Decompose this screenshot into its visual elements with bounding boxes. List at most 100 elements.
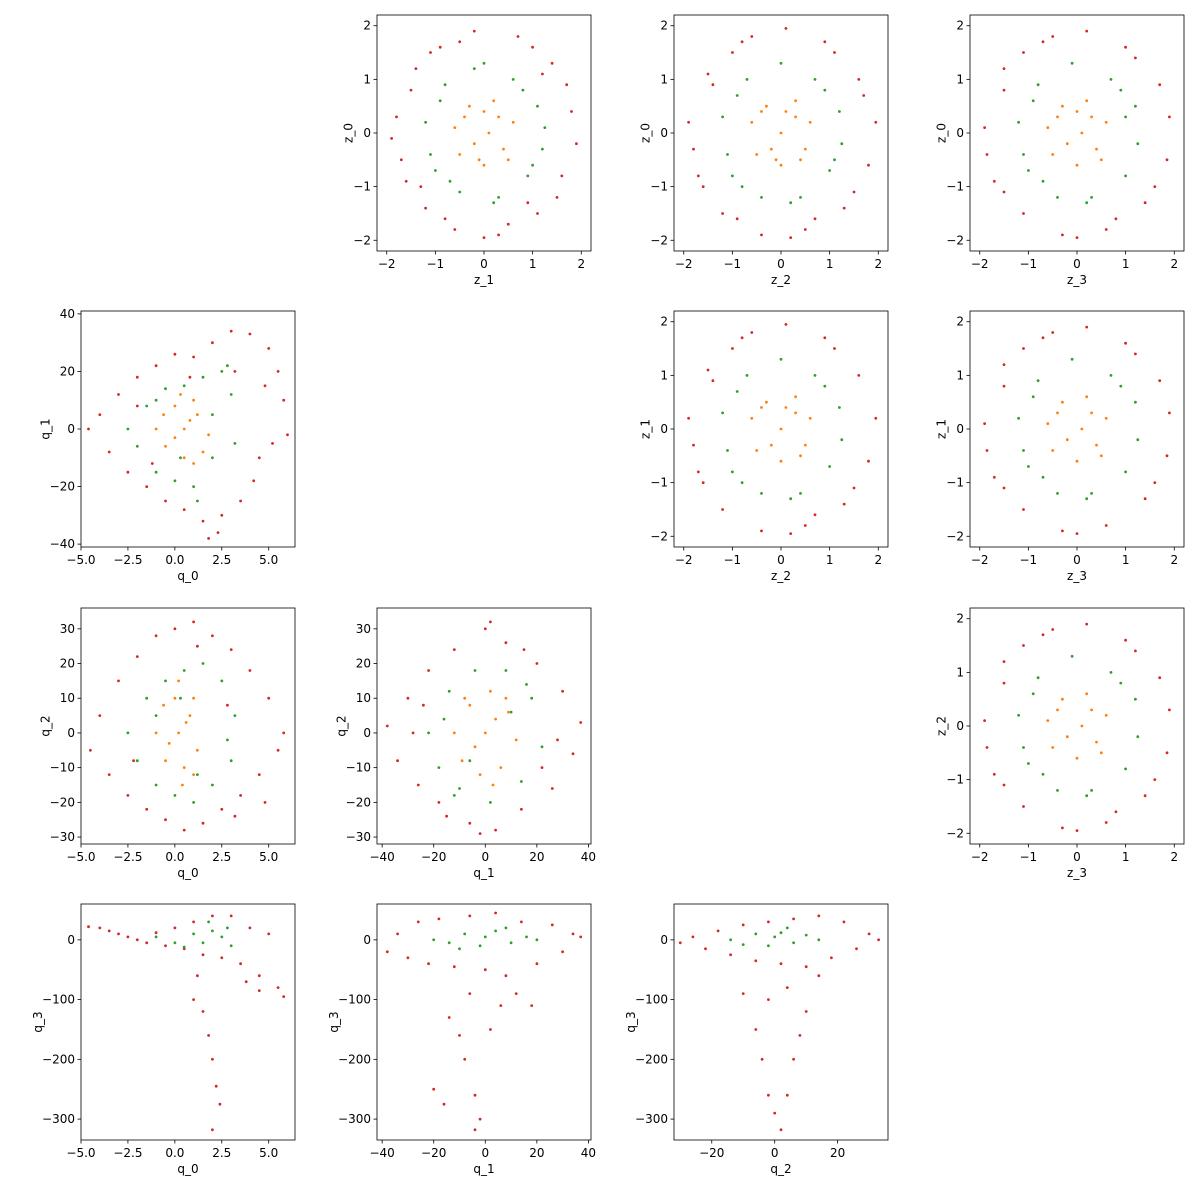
scatter-point [1051, 153, 1055, 156]
scatter-point [468, 821, 472, 825]
scatter-point [1027, 762, 1030, 765]
scatter-point [483, 627, 487, 631]
scatter-point [541, 72, 544, 76]
scatter-point [482, 61, 486, 65]
y-axis-label: z_0 [639, 123, 653, 143]
scatter-point [1070, 357, 1074, 361]
scatter-point [414, 67, 418, 70]
scatter-point [813, 78, 817, 81]
scatter-point [1041, 336, 1045, 340]
scatter-point [1085, 325, 1089, 329]
scatter-point [135, 938, 139, 942]
scatter-point [192, 355, 196, 359]
scatter-point [1085, 497, 1089, 501]
scatter-point [1085, 794, 1089, 798]
scatter-point [1017, 416, 1020, 420]
scatter-point [842, 920, 846, 924]
scatter-point [154, 714, 158, 717]
scatter-point [823, 88, 827, 92]
scatter-point [1046, 422, 1050, 425]
scatter-points [87, 914, 286, 1132]
scatter-point [229, 914, 233, 918]
scatter-point [1134, 649, 1137, 653]
scatter-point [1065, 438, 1069, 442]
y-tick-label: 0 [956, 719, 964, 733]
scatter-point [201, 953, 205, 957]
scatter-point [1119, 681, 1123, 685]
x-tick-label: −2 [675, 553, 693, 567]
scatter-point [135, 404, 139, 408]
scatter-point [525, 683, 528, 686]
scatter-points [390, 29, 578, 240]
x-axis-label: q_2 [770, 1162, 791, 1176]
scatter-point [1036, 83, 1040, 87]
scatter-point [395, 115, 398, 119]
x-tick-label: 1 [529, 257, 537, 271]
scatter-point [177, 679, 181, 683]
x-tick-label: 20 [830, 1146, 845, 1160]
scatter-point [1075, 756, 1079, 760]
scatter-point [750, 120, 754, 124]
y-tick-label: 1 [956, 368, 964, 382]
y-tick-label: 30 [356, 622, 371, 636]
scatter-point [823, 336, 827, 340]
scatter-point [1056, 196, 1059, 199]
scatter-point [201, 1010, 205, 1013]
scatter-point [1080, 427, 1084, 431]
y-tick-label: 20 [60, 364, 75, 378]
scatter-point [173, 352, 177, 356]
y-tick-label: −1 [946, 180, 964, 194]
scatter-point [482, 236, 486, 240]
scatter-point [492, 99, 496, 103]
scatter-point [145, 807, 149, 811]
scatter-point [181, 783, 184, 787]
scatter-point [1075, 163, 1079, 167]
scatter-point [177, 731, 181, 735]
scatter-point [1090, 196, 1093, 199]
scatter-point [211, 341, 214, 345]
scatter-point [226, 738, 229, 742]
scatter-point [1099, 454, 1103, 458]
scatter-point [494, 929, 497, 933]
x-axis-label: q_0 [177, 569, 198, 583]
scatter-point [406, 956, 410, 960]
scatter-point [211, 413, 214, 416]
x-tick-label: −2.5 [113, 553, 142, 567]
scatter-point [424, 206, 427, 210]
scatter-point [460, 759, 464, 763]
scatter-point [536, 212, 539, 215]
y-tick-label: 10 [60, 691, 75, 705]
y-tick-label: −300 [635, 1112, 668, 1126]
y-tick-label: 0 [67, 726, 75, 740]
scatter-point [1119, 88, 1123, 92]
scatter-point [257, 989, 261, 992]
scatter-point [840, 142, 844, 146]
scatter-point [1056, 492, 1059, 495]
y-tick-label: −30 [346, 830, 371, 844]
y-tick-label: 0 [956, 422, 964, 436]
x-tick-label: −20 [699, 1146, 724, 1160]
scatter-point [1002, 363, 1006, 366]
scatter-point [399, 158, 403, 162]
scatter-point [735, 390, 739, 393]
scatter-point [561, 950, 564, 954]
scatter-point [452, 965, 456, 969]
scatter-point [833, 158, 836, 162]
scatter-point [434, 169, 437, 172]
scatter-point [767, 998, 770, 1001]
scatter-point [445, 814, 448, 818]
x-tick-label: −2.5 [113, 1146, 142, 1160]
scatter-point [458, 153, 462, 156]
x-tick-label: −1 [1020, 850, 1038, 864]
x-axis-label: z_3 [1067, 569, 1087, 583]
scatter-point [760, 492, 763, 495]
scatter-point [1051, 746, 1055, 749]
x-tick-label: 2 [874, 553, 882, 567]
scatter-point [1090, 115, 1093, 119]
scatter-point [126, 470, 130, 474]
scatter-point [1061, 233, 1064, 237]
scatter-point [1153, 481, 1157, 484]
scatter-point [494, 911, 497, 915]
scatter-point [276, 986, 280, 989]
scatter-point [438, 99, 442, 103]
